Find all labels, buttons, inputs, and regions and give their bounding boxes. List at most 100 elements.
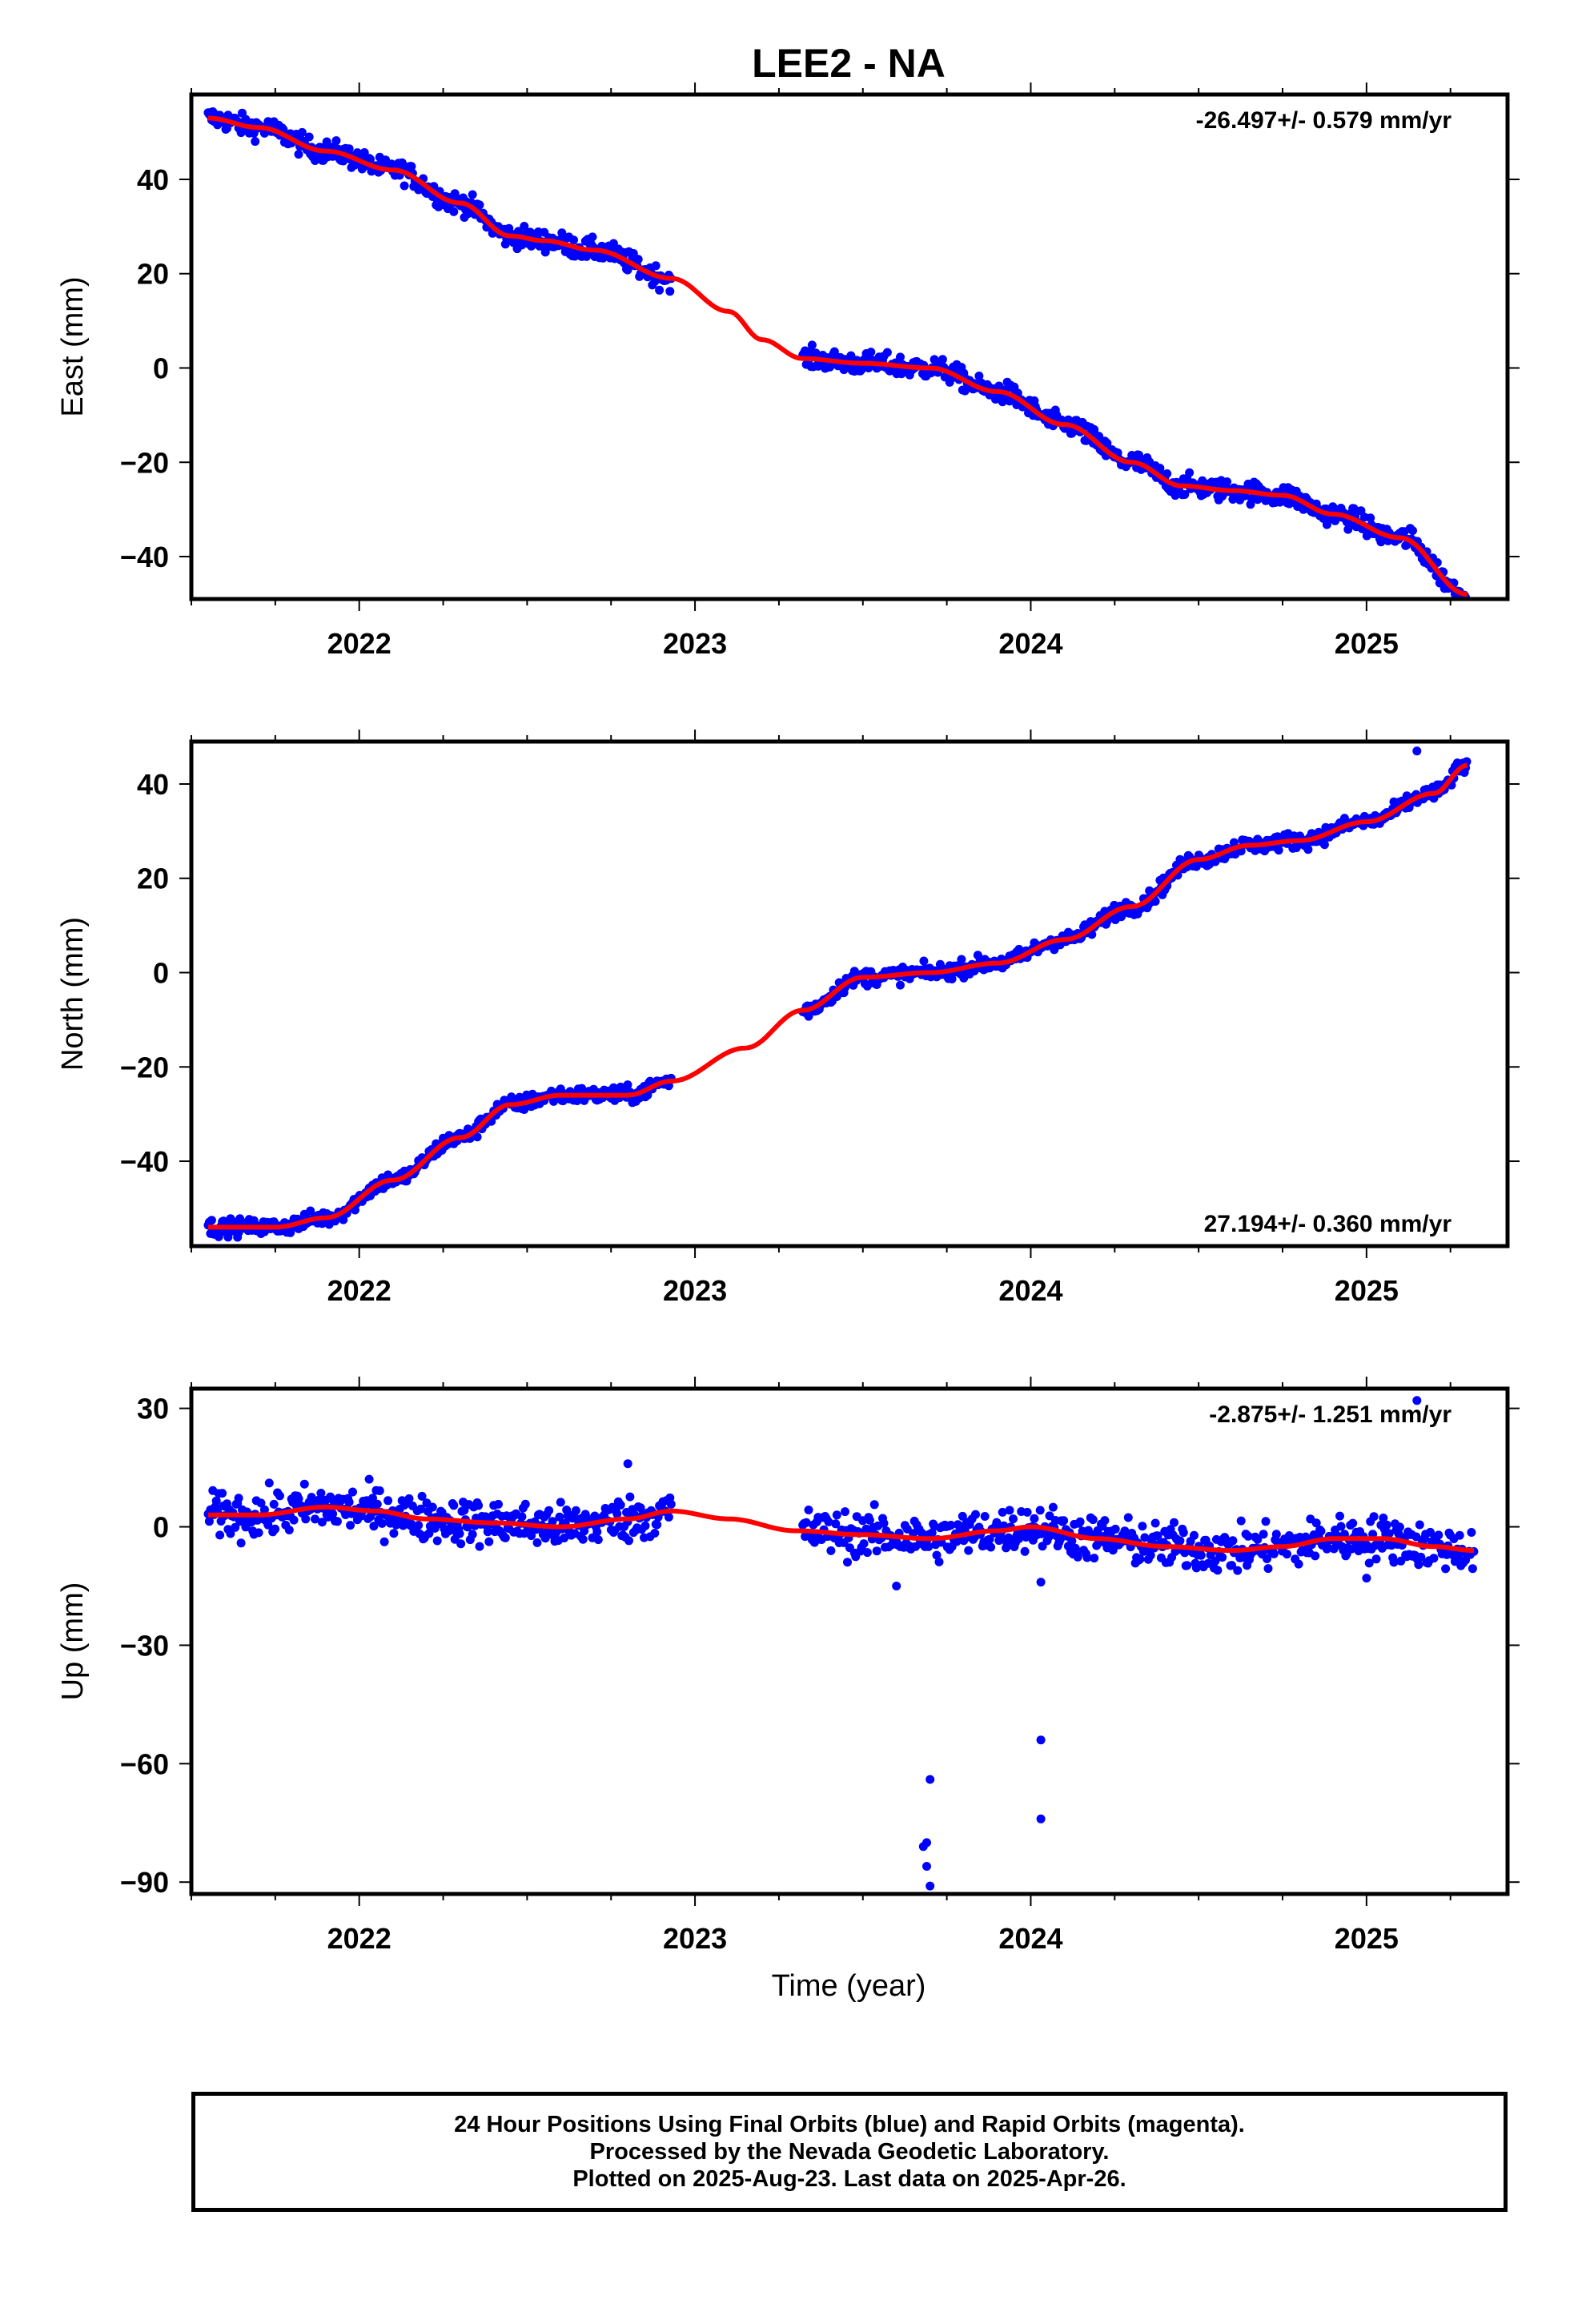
data-point [369, 1522, 379, 1531]
data-point [1259, 1530, 1268, 1539]
data-point [428, 1502, 437, 1512]
data-point [592, 1527, 602, 1537]
data-point [829, 347, 839, 356]
footer-line-2: Processed by the Nevada Geodetic Laborat… [589, 2139, 1110, 2165]
data-point [204, 1517, 214, 1526]
plot-frame-east [189, 92, 1510, 601]
data-point [986, 1542, 996, 1552]
data-point [625, 1492, 635, 1502]
x-tick-label: 2024 [998, 1274, 1062, 1307]
data-point [1162, 469, 1172, 478]
data-point [628, 249, 638, 258]
data-point [655, 285, 665, 295]
data-point [1059, 1516, 1069, 1526]
footer-line-3: Plotted on 2025-Aug-23. Last data on 202… [572, 2166, 1126, 2192]
data-point [517, 1512, 527, 1522]
data-point [348, 1487, 357, 1497]
x-tick-label: 2022 [327, 1922, 391, 1955]
outlier-point [1405, 524, 1415, 533]
data-point [339, 1215, 348, 1224]
data-point [569, 235, 578, 245]
outlier-point [926, 1881, 935, 1891]
x-tick-label: 2023 [663, 1922, 727, 1955]
data-point [896, 980, 905, 990]
data-point [1135, 1554, 1145, 1564]
data-point [328, 1509, 338, 1518]
data-point [1348, 1518, 1358, 1528]
data-point [924, 1542, 934, 1551]
data-point [665, 287, 675, 296]
data-point [1356, 506, 1366, 516]
data-point [1223, 477, 1232, 487]
data-point [1411, 1532, 1421, 1542]
data-point [1243, 1531, 1253, 1541]
data-point [1063, 415, 1073, 424]
data-point [256, 1498, 266, 1508]
data-point [264, 1478, 274, 1488]
data-point [859, 1539, 869, 1549]
plot-frame-north [189, 739, 1510, 1248]
data-point [624, 1536, 633, 1546]
model-curve-up [208, 1504, 1475, 1554]
data-point [1414, 1560, 1423, 1570]
data-point [407, 162, 416, 171]
outlier-point [922, 1862, 931, 1871]
data-point [879, 1518, 889, 1528]
data-point [468, 190, 477, 199]
y-tick-label: −20 [120, 1051, 169, 1084]
data-point [1180, 490, 1190, 499]
footer-line-1: 24 Hour Positions Using Final Orbits (bl… [454, 2112, 1245, 2137]
data-point [896, 352, 905, 362]
data-point [297, 127, 307, 137]
y-tick-label: 0 [153, 352, 169, 384]
data-point [1170, 1518, 1178, 1527]
data-point [483, 1527, 492, 1537]
data-point [958, 1511, 967, 1521]
data-point [254, 1528, 263, 1538]
data-point [344, 1498, 354, 1507]
data-point [1005, 1506, 1014, 1515]
data-point [263, 1520, 273, 1530]
data-point [449, 1501, 459, 1510]
data-point [1467, 1528, 1476, 1537]
data-point [544, 1506, 554, 1515]
data-point [1331, 516, 1340, 525]
x-tick-label: 2023 [663, 1274, 727, 1307]
data-point [344, 144, 354, 154]
data-point [379, 1537, 389, 1546]
data-point [593, 1535, 603, 1545]
data-point [946, 1521, 956, 1530]
data-point [911, 1542, 921, 1551]
data-point [1294, 1559, 1303, 1569]
data-point [927, 1528, 937, 1538]
data-point [211, 1496, 221, 1506]
data-point [1146, 1550, 1155, 1560]
outlier-point [892, 1582, 901, 1590]
data-point [1269, 1549, 1279, 1558]
data-point [1382, 1520, 1391, 1530]
data-point [998, 1507, 1007, 1517]
data-point [1185, 468, 1195, 477]
data-point [494, 1499, 503, 1509]
x-tick-label: 2025 [1335, 1922, 1399, 1955]
data-point [1022, 1507, 1032, 1517]
data-point [865, 1515, 874, 1525]
y-tick-label: 0 [153, 1511, 169, 1544]
data-point [1389, 1558, 1399, 1567]
outlier-point [1412, 1396, 1422, 1405]
data-point [468, 1530, 477, 1539]
data-point [500, 1533, 510, 1542]
outlier-point [1036, 1814, 1046, 1823]
data-point [980, 1512, 990, 1521]
footer-box: 24 Hour Positions Using Final Orbits (bl… [191, 2092, 1508, 2212]
data-point [872, 1546, 881, 1556]
data-point [1369, 1512, 1379, 1522]
data-point [259, 1505, 269, 1514]
data-point [616, 1500, 625, 1510]
data-point [580, 1526, 589, 1536]
data-point [372, 1499, 382, 1509]
data-point [832, 1510, 841, 1520]
data-point [804, 1011, 813, 1021]
data-point [449, 207, 459, 216]
rate-annotation-north: 27.194+/- 0.360 mm/yr [1204, 1211, 1452, 1237]
